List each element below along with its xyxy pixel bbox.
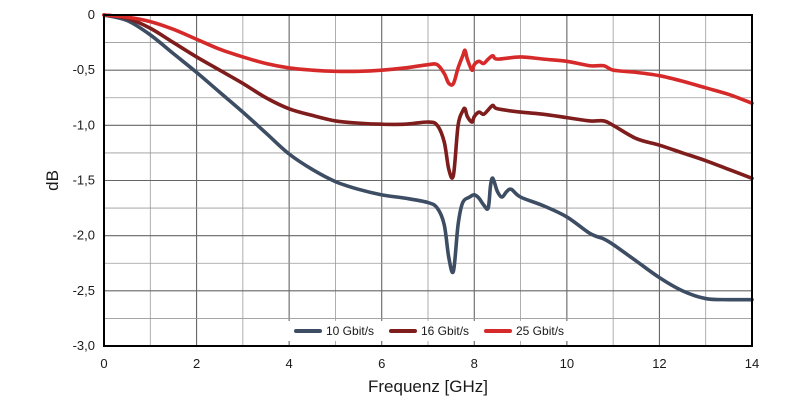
y-tick-label: -0,5 [73,62,95,77]
y-tick-label: -3,0 [73,338,95,353]
series-line-2 [102,13,754,181]
x-axis-ticks: 0 2 4 6 8 10 12 14 [100,356,759,371]
y-tick-label: -2,0 [73,228,95,243]
x-tick-label: 0 [100,356,107,371]
legend-box [288,321,584,341]
x-tick-label: 6 [378,356,385,371]
x-tick-label: 14 [745,356,759,371]
x-tick-label: 2 [193,356,200,371]
y-tick-label: -1,5 [73,173,95,188]
x-tick-label: 4 [286,356,293,371]
y-axis-ticks: 0 -0,5 -1,0 -1,5 -2,0 -2,5 -3,0 [73,7,95,353]
x-tick-label: 8 [471,356,478,371]
series-lines [102,13,754,302]
series-line-3 [102,13,754,106]
y-axis-label: dB [43,170,62,191]
legend-label-2: 16 Gbit/s [421,324,469,338]
legend: 10 Gbit/s 16 Gbit/s 25 Gbit/s [288,321,584,341]
legend-label-1: 10 Gbit/s [326,324,374,338]
x-tick-label: 12 [652,356,666,371]
x-axis-label: Frequenz [GHz] [368,377,488,396]
series-line-1 [102,13,754,302]
plot-frame [103,14,753,347]
y-tick-label: -2,5 [73,283,95,298]
y-tick-label: -1,0 [73,117,95,132]
x-tick-label: 10 [560,356,574,371]
y-tick-label: 0 [88,7,95,22]
legend-label-3: 25 Gbit/s [516,324,564,338]
